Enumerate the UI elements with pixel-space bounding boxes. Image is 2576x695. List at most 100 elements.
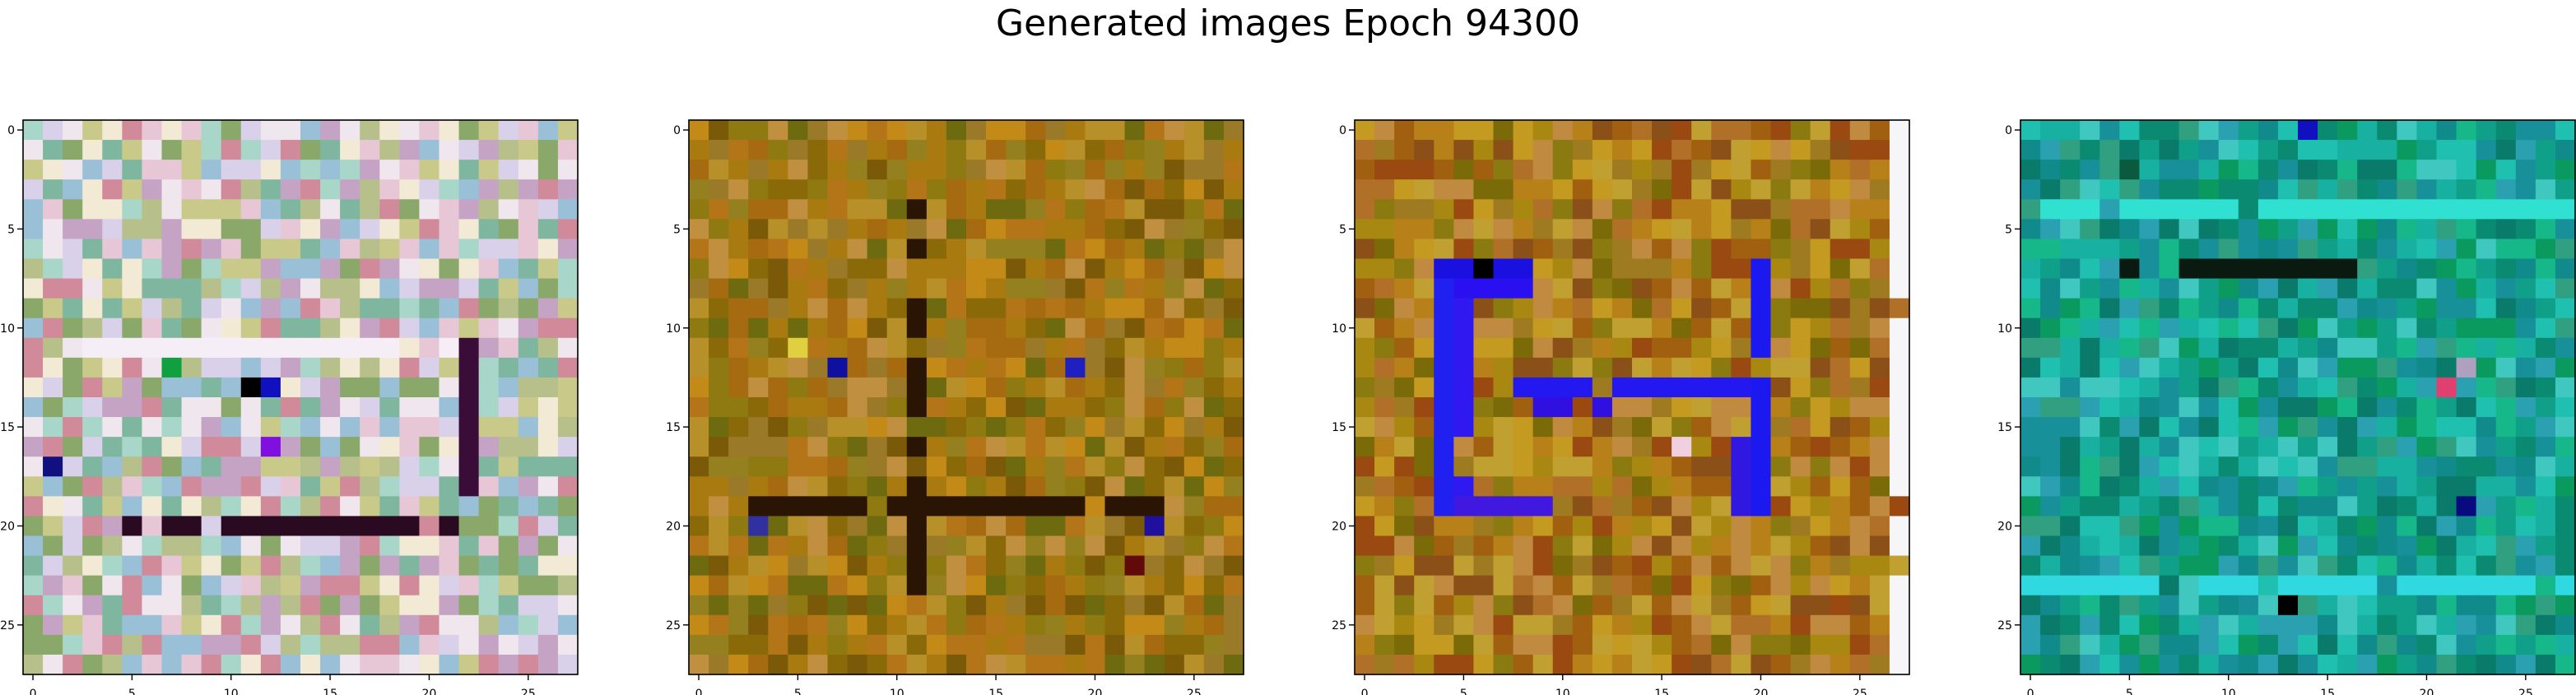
pixel-cell xyxy=(1849,516,1871,537)
pixel-cell xyxy=(709,298,729,319)
pixel-cell xyxy=(82,377,103,398)
pixel-cell xyxy=(1652,357,1672,378)
pixel-cell xyxy=(689,555,709,577)
pixel-cell xyxy=(906,298,928,319)
pixel-cell xyxy=(1513,595,1534,616)
pixel-cell xyxy=(906,456,928,477)
pixel-cell xyxy=(102,535,123,557)
pixel-cell xyxy=(181,595,202,616)
pixel-cell xyxy=(1493,377,1514,398)
pixel-cell xyxy=(439,555,460,577)
y-tick-label: 25 xyxy=(1997,619,2012,632)
pixel-cell xyxy=(1849,437,1871,457)
pixel-cell xyxy=(2318,337,2338,359)
pixel-cell xyxy=(827,654,849,675)
pixel-cell xyxy=(2555,140,2576,160)
pixel-cell xyxy=(1183,377,1205,398)
pixel-cell xyxy=(1144,120,1165,141)
pixel-cell xyxy=(1632,535,1653,557)
pixel-cell xyxy=(1691,298,1712,319)
pixel-cell xyxy=(43,516,63,537)
pixel-cell xyxy=(201,140,222,160)
pixel-cell xyxy=(1144,298,1165,319)
pixel-cell xyxy=(807,654,829,675)
pixel-cell xyxy=(2257,654,2279,675)
pixel-cell xyxy=(2476,456,2497,477)
pixel-cell xyxy=(2555,357,2576,378)
pixel-cell xyxy=(340,535,360,557)
pixel-cell xyxy=(2257,555,2279,577)
pixel-cell xyxy=(1532,516,1554,537)
pixel-cell xyxy=(1889,634,1910,656)
pixel-cell xyxy=(1025,120,1046,141)
pixel-cell xyxy=(2139,437,2160,457)
pixel-cell xyxy=(788,397,809,418)
pixel-cell xyxy=(240,298,262,319)
pixel-cell xyxy=(1869,634,1890,656)
pixel-cell xyxy=(1085,575,1106,596)
pixel-cell xyxy=(986,516,1007,537)
pixel-cell xyxy=(2337,437,2358,457)
pixel-cell xyxy=(1810,160,1831,180)
pixel-cell xyxy=(1513,654,1534,675)
pixel-cell xyxy=(1223,160,1244,180)
pixel-cell xyxy=(63,634,83,656)
pixel-cell xyxy=(478,456,500,477)
pixel-cell xyxy=(240,317,262,339)
pixel-cell xyxy=(1104,140,1126,160)
pixel-cell xyxy=(419,535,440,557)
pixel-cell xyxy=(43,120,63,141)
pixel-cell xyxy=(340,317,360,339)
pixel-cell xyxy=(1751,199,1772,220)
pixel-cell xyxy=(2060,377,2081,398)
pixel-cell xyxy=(1611,634,1633,656)
pixel-cell xyxy=(1552,555,1574,577)
pixel-cell xyxy=(280,258,301,280)
pixel-cell xyxy=(709,258,729,280)
pixel-cell xyxy=(1889,278,1910,299)
pixel-cell xyxy=(142,654,163,675)
pixel-cell xyxy=(1889,317,1910,339)
pixel-cell xyxy=(360,219,380,240)
pixel-cell xyxy=(1414,397,1434,418)
pixel-cell xyxy=(1144,535,1165,557)
pixel-cell xyxy=(2080,654,2100,675)
pixel-cell xyxy=(379,278,400,299)
pixel-cell xyxy=(946,614,967,636)
pixel-cell xyxy=(2495,120,2517,141)
pixel-cell xyxy=(728,575,749,596)
pixel-cell xyxy=(906,337,928,359)
pixel-cell xyxy=(788,120,809,141)
pixel-cell xyxy=(379,357,400,378)
pixel-cell xyxy=(926,317,947,339)
pixel-cell xyxy=(2198,476,2220,497)
pixel-cell xyxy=(2178,239,2200,260)
pixel-cell xyxy=(122,654,143,675)
pixel-cell xyxy=(43,199,63,220)
pixel-cell xyxy=(1672,595,1692,616)
pixel-cell xyxy=(1632,496,1653,517)
pixel-cell xyxy=(2377,535,2397,557)
pixel-cell xyxy=(1790,516,1811,537)
pixel-cell xyxy=(2277,357,2299,378)
pixel-cell xyxy=(458,120,480,141)
pixel-cell xyxy=(2298,397,2318,418)
pixel-cell xyxy=(1790,278,1811,299)
pixel-cell xyxy=(82,516,103,537)
pixel-cell xyxy=(240,199,262,220)
pixel-cell xyxy=(1453,654,1475,675)
pixel-cell xyxy=(1203,120,1225,141)
pixel-cell xyxy=(2040,516,2061,537)
pixel-cell xyxy=(2555,575,2576,596)
pixel-cell xyxy=(142,377,163,398)
pixel-cell xyxy=(1672,120,1692,141)
pixel-cell xyxy=(2119,595,2141,616)
pixel-cell xyxy=(1006,575,1026,596)
pixel-cell xyxy=(1434,456,1454,477)
pixel-cell xyxy=(2397,199,2418,220)
pixel-cell xyxy=(1810,555,1831,577)
pixel-cell xyxy=(1632,140,1653,160)
pixel-cell xyxy=(926,179,947,200)
pixel-cell xyxy=(2178,377,2200,398)
pixel-cell xyxy=(1144,357,1165,378)
